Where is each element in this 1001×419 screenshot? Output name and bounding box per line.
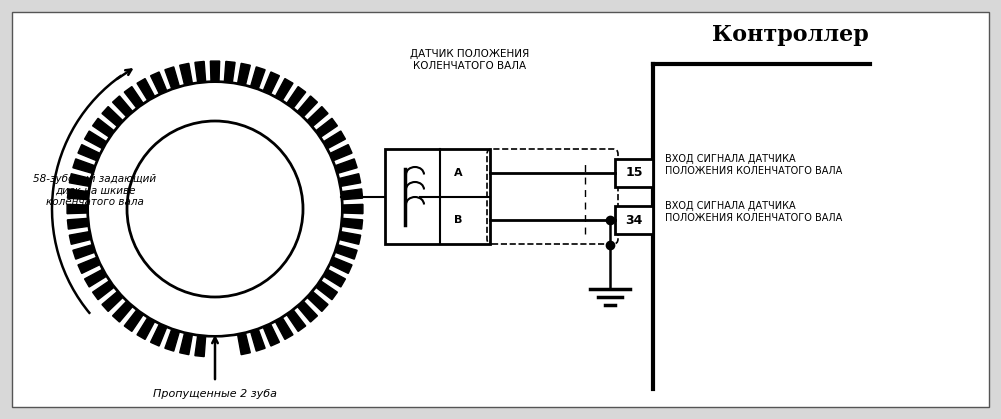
Text: 34: 34 <box>626 214 643 227</box>
Circle shape <box>127 121 303 297</box>
Text: Контроллер: Контроллер <box>712 24 869 46</box>
Circle shape <box>89 83 341 335</box>
Text: ВХОД СИГНАЛА ДАТЧИКА
ПОЛОЖЕНИЯ КОЛЕНЧАТОГО ВАЛА: ВХОД СИГНАЛА ДАТЧИКА ПОЛОЖЕНИЯ КОЛЕНЧАТО… <box>665 202 842 223</box>
Bar <box>615 159 653 187</box>
Text: Пропущенные 2 зуба: Пропущенные 2 зуба <box>153 389 277 399</box>
Text: ВХОД СИГНАЛА ДАТЧИКА
ПОЛОЖЕНИЯ КОЛЕНЧАТОГО ВАЛА: ВХОД СИГНАЛА ДАТЧИКА ПОЛОЖЕНИЯ КОЛЕНЧАТО… <box>665 154 842 176</box>
Bar <box>385 149 490 244</box>
Text: А: А <box>453 168 462 178</box>
Text: 15: 15 <box>626 166 643 179</box>
Text: В: В <box>453 215 462 225</box>
Bar <box>615 206 653 234</box>
Text: ДАТЧИК ПОЛОЖЕНИЯ
КОЛЕНЧАТОГО ВАЛА: ДАТЧИК ПОЛОЖЕНИЯ КОЛЕНЧАТОГО ВАЛА <box>410 49 530 71</box>
Polygon shape <box>67 61 363 357</box>
Text: 58-зубовый задающий
диск на шкиве
коленчатого вала: 58-зубовый задающий диск на шкиве коленч… <box>33 174 156 207</box>
